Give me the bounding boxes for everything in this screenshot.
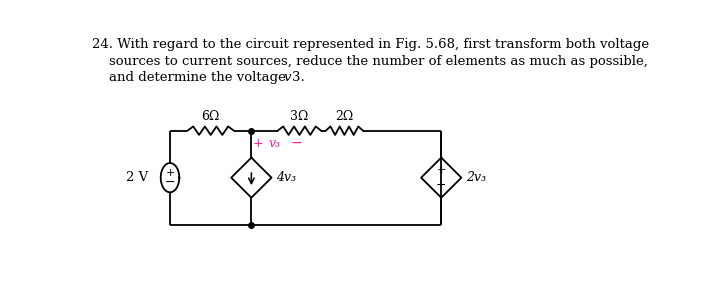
Text: 2 V: 2 V — [126, 171, 148, 184]
Text: 24. With regard to the circuit represented in Fig. 5.68, first transform both vo: 24. With regard to the circuit represent… — [92, 38, 649, 51]
Text: +: + — [252, 137, 263, 150]
Text: sources to current sources, reduce the number of elements as much as possible,: sources to current sources, reduce the n… — [92, 55, 648, 68]
Text: 4v₃: 4v₃ — [277, 171, 296, 184]
Text: −: − — [164, 176, 175, 189]
Text: 3.: 3. — [291, 71, 304, 84]
Text: 3Ω: 3Ω — [290, 110, 308, 123]
Text: 6Ω: 6Ω — [201, 110, 220, 123]
Text: v: v — [284, 71, 291, 84]
Text: 2v₃: 2v₃ — [466, 171, 486, 184]
Text: 2Ω: 2Ω — [335, 110, 354, 123]
Text: and determine the voltage: and determine the voltage — [92, 71, 291, 84]
Text: −: − — [291, 136, 302, 150]
Text: +: + — [165, 168, 174, 178]
Text: v₃: v₃ — [269, 137, 281, 150]
Text: −: − — [436, 179, 447, 192]
Text: +: + — [437, 165, 446, 175]
